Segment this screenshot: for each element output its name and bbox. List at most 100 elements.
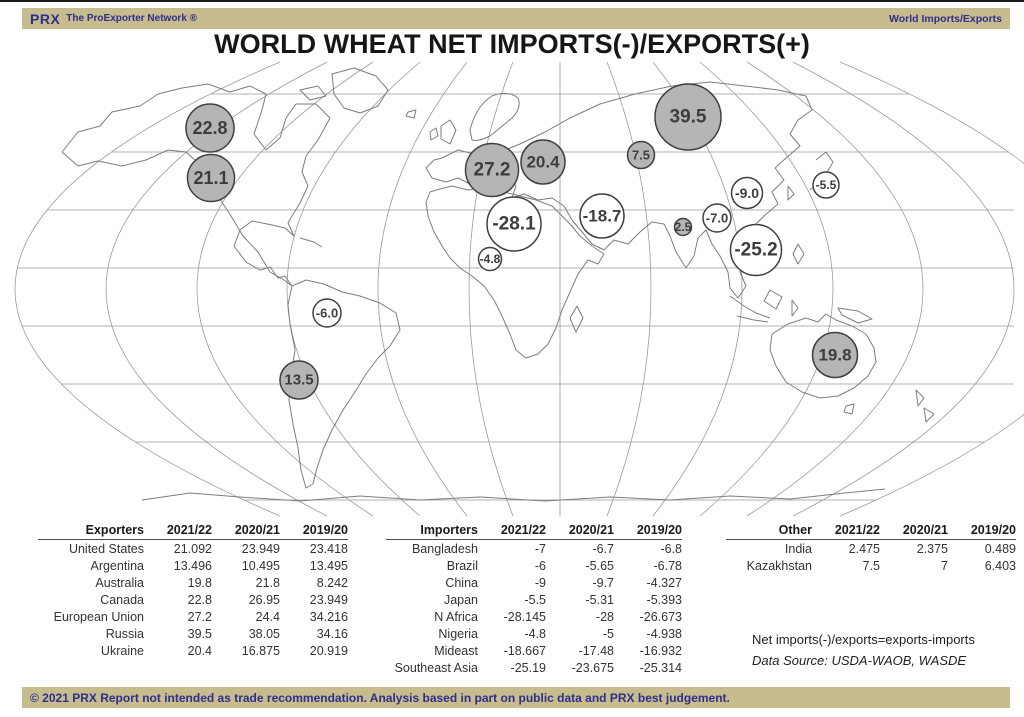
- footer-band: © 2021 PRX Report not intended as trade …: [22, 687, 1010, 708]
- column-header: 2020/21: [546, 522, 614, 540]
- value-cell: -18.667: [503, 643, 546, 658]
- column-header: Other: [726, 522, 812, 540]
- region-label: Canada: [100, 592, 144, 607]
- bubble-value-label: 13.5: [284, 372, 313, 389]
- value-cell: -6.78: [653, 558, 683, 573]
- value-cell: 2.475: [848, 541, 880, 556]
- value-cell: 23.949: [241, 541, 280, 556]
- uk-outline: [440, 119, 457, 145]
- korea-outline: [787, 185, 795, 201]
- region-label: Bangladesh: [411, 541, 478, 556]
- value-cell: -28.145: [503, 609, 546, 624]
- bubble-united-states: 21.1: [186, 153, 236, 203]
- eurasia-outline: [425, 81, 813, 299]
- scandinavia-outline: [469, 92, 520, 141]
- bubble-value-label: 27.2: [474, 160, 511, 181]
- value-cell: -5.65: [585, 558, 615, 573]
- column-header: 2021/22: [812, 522, 880, 540]
- region-label: European Union: [53, 609, 144, 624]
- region-label: Nigeria: [438, 626, 478, 641]
- top-border-line: [0, 0, 1024, 2]
- bubble-ukraine: 20.4: [520, 139, 566, 185]
- value-cell: 21.8: [255, 575, 280, 590]
- value-cell: 27.2: [187, 609, 212, 624]
- bubble-nigeria: -4.8: [477, 246, 503, 272]
- bubble-n-africa: -28.1: [486, 196, 542, 252]
- value-cell: 38.05: [248, 626, 280, 641]
- value-cell: -6.8: [660, 541, 682, 556]
- data-source-note: Data Source: USDA-WAOB, WASDE: [752, 653, 967, 668]
- value-cell: 0.489: [984, 541, 1016, 556]
- table-row: Nigeria -4.8 -5 -4.938: [386, 625, 682, 642]
- value-cell: 6.403: [984, 558, 1016, 573]
- ireland-outline: [429, 127, 439, 141]
- sumatra-outline: [729, 295, 771, 319]
- bubble-value-label: 2.5: [675, 220, 692, 234]
- bubble-european-union: 27.2: [464, 142, 520, 198]
- bubble-value-label: -9.0: [735, 185, 759, 201]
- bubble-india: 2.5: [673, 217, 693, 237]
- header-section-label: World Imports/Exports: [889, 12, 1002, 25]
- value-cell: 26.95: [248, 592, 280, 607]
- table-row: Canada 22.8 26.95 23.949: [38, 591, 348, 608]
- region-label: Southeast Asia: [394, 660, 478, 675]
- bubble-australia: 19.8: [811, 331, 859, 379]
- value-cell: -4.327: [646, 575, 682, 590]
- disclaimer-text: © 2021 PRX Report not intended as trade …: [30, 690, 730, 705]
- new-zealand-outline: [915, 389, 935, 423]
- value-cell: 13.495: [309, 558, 348, 573]
- continents: [61, 67, 935, 502]
- value-cell: 7: [941, 558, 948, 573]
- table-row: Bangladesh -7 -6.7 -6.8: [386, 540, 682, 558]
- value-cell: 16.875: [241, 643, 280, 658]
- bubble-value-label: 39.5: [670, 107, 707, 128]
- bubble-value-label: 7.5: [632, 148, 650, 163]
- value-cell: 34.216: [309, 609, 348, 624]
- world-map-svg: 22.8 21.1 27.2 20.4 39.5 7.5 2.5 13.5 19.8 -28.1 -…: [14, 61, 1024, 517]
- region-label: N Africa: [434, 609, 478, 624]
- column-header: 2020/21: [880, 522, 948, 540]
- value-cell: -5.393: [646, 592, 682, 607]
- value-cell: -5.31: [585, 592, 615, 607]
- bubble-russia: 39.5: [654, 83, 722, 151]
- value-cell: -6.7: [592, 541, 614, 556]
- bubble-japan: -5.5: [812, 171, 840, 199]
- bubble-value-label: -4.8: [480, 252, 501, 266]
- region-label: Ukraine: [100, 643, 144, 658]
- value-cell: -23.675: [571, 660, 614, 675]
- table-row: N Africa -28.145 -28 -26.673: [386, 608, 682, 625]
- page-title: WORLD WHEAT NET IMPORTS(-)/EXPORTS(+): [214, 29, 810, 59]
- value-cell: 19.8: [187, 575, 212, 590]
- value-cell: 2.375: [916, 541, 948, 556]
- value-cell: 20.4: [187, 643, 212, 658]
- bubble-value-label: -5.5: [816, 178, 837, 192]
- table-row: United States 21.092 23.949 23.418: [38, 540, 348, 558]
- region-label: Kazakhstan: [746, 558, 812, 573]
- bubble-bangladesh: -7.0: [702, 203, 732, 233]
- table-row: Japan -5.5 -5.31 -5.393: [386, 591, 682, 608]
- value-cell: -7: [534, 541, 546, 556]
- value-cell: 23.949: [309, 592, 348, 607]
- bubble-value-label: -18.7: [583, 207, 622, 226]
- table-row: Kazakhstan 7.5 7 6.403: [726, 557, 1016, 574]
- value-cell: 20.919: [309, 643, 348, 658]
- value-cell: -16.932: [639, 643, 682, 658]
- table-row: India 2.475 2.375 0.489: [726, 540, 1016, 558]
- value-cell: 24.4: [255, 609, 280, 624]
- table-row: China -9 -9.7 -4.327: [386, 574, 682, 591]
- new-guinea-outline: [837, 307, 873, 324]
- column-header: Exporters: [38, 522, 144, 540]
- column-header: 2019/20: [614, 522, 682, 540]
- bubble-brazil: -6.0: [312, 298, 342, 328]
- value-cell: -26.673: [639, 609, 682, 624]
- value-cell: 10.495: [241, 558, 280, 573]
- column-header: 2021/22: [144, 522, 212, 540]
- prx-logo: PRX: [30, 10, 61, 27]
- table-row: Southeast Asia -25.19 -23.675 -25.314: [386, 659, 682, 676]
- africa-outline: [425, 185, 605, 359]
- cuba-outline: [299, 237, 323, 248]
- header-band: PRX The ProExporter Network ® World Impo…: [22, 8, 1010, 29]
- column-header: 2019/20: [948, 522, 1016, 540]
- bubble-value-label: -6.0: [316, 306, 338, 321]
- value-cell: 34.16: [316, 626, 348, 641]
